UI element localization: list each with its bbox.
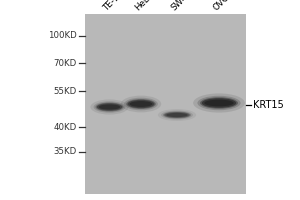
Text: 55KD: 55KD: [53, 87, 76, 96]
Text: SW480: SW480: [170, 0, 198, 12]
Text: TE-1: TE-1: [102, 0, 122, 12]
Text: 70KD: 70KD: [53, 58, 76, 68]
Text: KRT15: KRT15: [254, 100, 284, 110]
Text: 40KD: 40KD: [53, 122, 76, 132]
Text: OVCAR3: OVCAR3: [211, 0, 243, 12]
Text: 35KD: 35KD: [53, 148, 76, 156]
Text: HeLa: HeLa: [133, 0, 155, 12]
Text: 100KD: 100KD: [48, 31, 76, 40]
